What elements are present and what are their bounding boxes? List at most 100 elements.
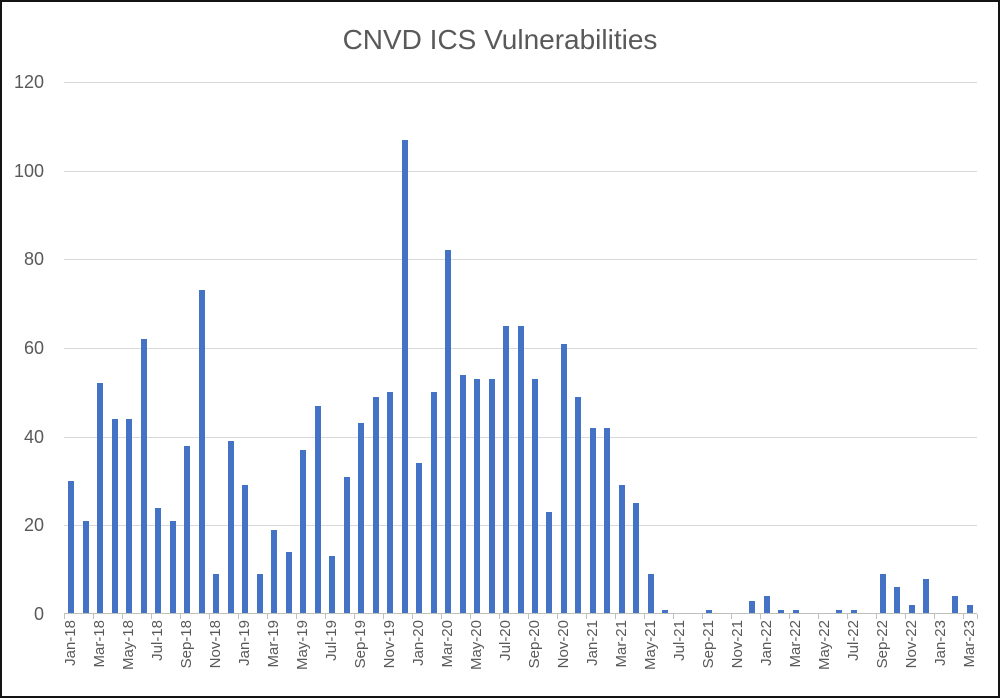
bar-Sep-19 — [358, 423, 365, 614]
x-axis-tick-label-Jan-22: Jan-22 — [757, 620, 775, 666]
x-axis-tick-label-Jan-20: Jan-20 — [410, 620, 428, 666]
x-axis-tick-label-Nov-21: Nov-21 — [728, 620, 746, 669]
x-axis-tick-label-Mar-22: Mar-22 — [786, 620, 804, 668]
bar-Jun-20 — [488, 379, 495, 614]
x-axis-tick-label-Nov-18: Nov-18 — [207, 620, 225, 669]
gridline-y-80 — [64, 259, 977, 261]
bar-Oct-22 — [894, 587, 901, 614]
x-axis-line — [64, 613, 977, 614]
bar-Jan-22 — [763, 596, 770, 614]
bar-Jul-19 — [329, 556, 336, 614]
bar-Aug-18 — [169, 520, 176, 614]
bar-Jul-20 — [503, 325, 509, 614]
x-axis-tick-label-Jul-21: Jul-21 — [670, 620, 688, 661]
bar-Aug-20 — [517, 325, 524, 614]
bar-Dec-18 — [227, 441, 234, 614]
x-axis-tick-label-Mar-21: Mar-21 — [612, 620, 630, 668]
bar-Oct-18 — [198, 290, 205, 614]
x-axis-tick — [498, 614, 500, 619]
bar-Mar-18 — [97, 383, 104, 614]
x-axis-tick — [237, 614, 239, 619]
x-axis-tick-label-Sep-19: Sep-19 — [352, 620, 370, 669]
bar-Dec-22 — [923, 578, 930, 614]
bar-Nov-19 — [387, 392, 394, 614]
x-axis-tick — [962, 614, 964, 619]
chart-title: CNVD ICS Vulnerabilities — [342, 24, 658, 55]
x-axis-tick-label-Mar-23: Mar-23 — [960, 620, 978, 668]
bar-Apr-20 — [459, 374, 466, 614]
y-axis-tick-label-80: 80 — [23, 249, 44, 270]
x-axis-tick — [121, 614, 123, 619]
x-axis-tick-label-Mar-18: Mar-18 — [91, 620, 109, 668]
bar-Feb-18 — [82, 520, 89, 614]
x-axis-tick-label-May-20: May-20 — [468, 620, 486, 671]
x-axis-tick — [324, 614, 326, 619]
bar-Jul-22 — [850, 609, 857, 614]
bar-Feb-21 — [604, 427, 611, 614]
x-axis-tick — [208, 614, 210, 619]
x-axis-tick-label-May-19: May-19 — [294, 620, 312, 671]
bar-Nov-20 — [560, 343, 567, 614]
x-axis-tick-label-Jan-21: Jan-21 — [583, 620, 601, 666]
x-axis-tick — [353, 614, 355, 619]
x-axis-tick-label-Sep-18: Sep-18 — [178, 620, 196, 669]
y-axis-tick-label-120: 120 — [13, 72, 44, 92]
bar-Mar-21 — [618, 485, 625, 614]
x-axis-tick — [411, 614, 413, 619]
bar-Sep-21 — [705, 609, 712, 614]
x-axis-tick — [643, 614, 645, 619]
gridline-y-120 — [64, 82, 977, 83]
bar-Mar-20 — [445, 250, 452, 614]
bar-Jan-19 — [242, 485, 249, 614]
x-axis-tick-label-Jan-19: Jan-19 — [236, 620, 254, 666]
x-axis-tick — [150, 614, 152, 619]
x-axis-tick — [730, 614, 732, 619]
bar-Oct-20 — [546, 512, 553, 614]
x-axis-tick — [266, 614, 268, 619]
bar-Jun-21 — [662, 609, 669, 614]
bar-Dec-21 — [749, 600, 756, 614]
bar-Jan-20 — [416, 463, 423, 614]
bar-Feb-22 — [778, 609, 785, 614]
bar-Jun-19 — [314, 405, 321, 614]
bar-Sep-18 — [184, 445, 191, 614]
x-axis-tick-label-Nov-22: Nov-22 — [902, 620, 920, 669]
x-axis-tick-label-Nov-20: Nov-20 — [554, 620, 572, 669]
x-axis-tick-label-Jan-23: Jan-23 — [931, 620, 949, 666]
bar-Jan-21 — [589, 427, 596, 614]
x-axis-tick-label-Jul-19: Jul-19 — [323, 620, 341, 661]
x-axis-tick — [672, 614, 674, 619]
x-axis-tick — [527, 614, 529, 619]
x-axis-tick — [933, 614, 935, 619]
x-axis-tick — [904, 614, 906, 619]
bar-Apr-21 — [633, 503, 640, 614]
x-axis-tick — [846, 614, 848, 619]
bar-Mar-19 — [271, 529, 278, 614]
x-axis-tick — [92, 614, 94, 619]
x-axis-tick-label-Mar-19: Mar-19 — [265, 620, 283, 668]
x-axis-tick-label-Jul-20: Jul-20 — [497, 620, 514, 661]
x-axis-tick-label-Nov-19: Nov-19 — [381, 620, 399, 669]
x-axis-tick-label-May-22: May-22 — [815, 620, 833, 671]
bar-Jan-18 — [68, 481, 75, 614]
x-axis-tick — [469, 614, 471, 619]
x-axis-tick-label-Mar-20: Mar-20 — [439, 620, 457, 668]
gridline-y-100 — [64, 170, 977, 172]
x-axis-tick — [977, 614, 978, 619]
x-axis-tick — [440, 614, 442, 619]
bar-Feb-20 — [430, 392, 437, 614]
bar-Oct-19 — [372, 396, 379, 614]
x-axis-tick-label-May-18: May-18 — [120, 620, 138, 671]
bar-Jun-18 — [140, 339, 147, 614]
x-axis-tick — [614, 614, 616, 619]
x-axis-tick — [64, 614, 65, 619]
x-axis-tick-label-May-21: May-21 — [641, 620, 659, 671]
bar-May-20 — [474, 379, 481, 614]
x-axis-tick — [585, 614, 587, 619]
x-axis-tick-label-Sep-21: Sep-21 — [699, 620, 717, 669]
bar-Mar-23 — [966, 605, 973, 614]
bar-Apr-18 — [111, 418, 118, 614]
x-axis-tick-label-Jul-18: Jul-18 — [149, 620, 167, 661]
bar-May-19 — [300, 449, 307, 614]
